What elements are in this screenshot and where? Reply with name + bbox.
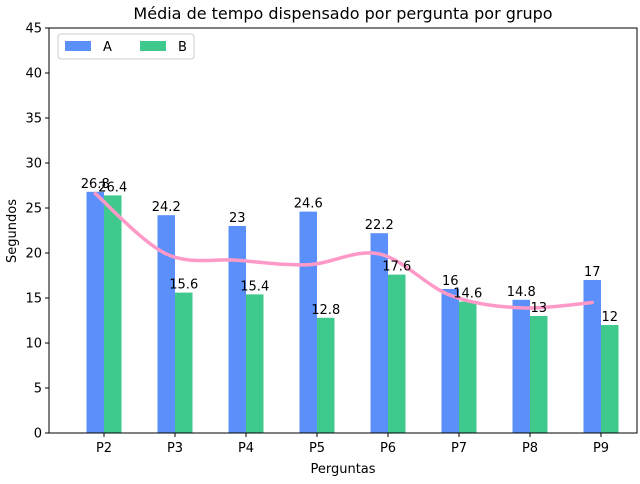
- legend-swatch-b: [140, 41, 166, 51]
- y-tick-label: 15: [25, 292, 42, 307]
- bar-b-p2: [104, 195, 122, 433]
- data-label-a: 26.8: [81, 177, 110, 192]
- x-axis-label: Perguntas: [310, 462, 375, 477]
- bar-a-p7: [441, 289, 459, 433]
- x-tick-label-p3: P3: [167, 441, 183, 456]
- y-axis-label: Segundos: [5, 199, 20, 263]
- y-tick-label: 25: [25, 202, 42, 217]
- bar-a-p4: [228, 226, 246, 433]
- data-label-b: 15.6: [169, 278, 198, 293]
- legend-frame: [57, 33, 195, 60]
- bar-b-p5: [317, 317, 335, 433]
- data-label-a: 17: [584, 265, 601, 280]
- data-label-a: 14.8: [507, 285, 536, 300]
- chart-title: Média de tempo dispensado por pergunta p…: [133, 4, 552, 23]
- y-tick-label: 30: [25, 157, 42, 172]
- bar-b-p6: [388, 274, 406, 433]
- bar-a-p2: [86, 191, 104, 433]
- data-label-b: 12: [601, 310, 618, 325]
- y-tick-label: 0: [34, 427, 42, 442]
- y-tick-label: 10: [25, 337, 42, 352]
- bar-a-p5: [299, 211, 317, 433]
- x-tick-label-p4: P4: [238, 441, 254, 456]
- y-tick-label: 40: [25, 67, 42, 82]
- x-tick-label-p5: P5: [309, 441, 325, 456]
- data-label-b: 14.6: [453, 287, 482, 302]
- bar-b-p4: [246, 294, 264, 433]
- bar-a-p8: [512, 299, 530, 433]
- x-tick-label-p8: P8: [522, 441, 538, 456]
- data-label-a: 24.6: [294, 197, 323, 212]
- plot-area-frame: [48, 27, 638, 434]
- data-label-a: 23: [229, 211, 246, 226]
- data-label-b: 15.4: [240, 279, 269, 294]
- data-label-a: 22.2: [365, 218, 394, 233]
- legend-label-a: A: [103, 40, 112, 55]
- x-tick-label-p6: P6: [380, 441, 396, 456]
- legend-label-b: B: [178, 40, 187, 55]
- bar-b-p3: [175, 292, 193, 433]
- data-label-b: 13: [530, 301, 547, 316]
- bar-b-p7: [459, 301, 477, 433]
- y-tick-label: 35: [25, 112, 42, 127]
- bar-a-p6: [370, 233, 388, 433]
- data-label-b: 17.6: [382, 260, 411, 275]
- data-label-b: 12.8: [311, 303, 340, 318]
- y-tick-label: 5: [34, 382, 42, 397]
- legend-swatch-a: [65, 41, 91, 51]
- x-tick-label-p7: P7: [451, 441, 467, 456]
- y-tick-label: 45: [25, 22, 42, 37]
- y-tick-label: 20: [25, 247, 42, 262]
- data-label-a: 24.2: [152, 200, 181, 215]
- data-label-a: 16: [442, 274, 459, 289]
- bar-a-p3: [157, 215, 175, 433]
- bar-b-p9: [601, 325, 619, 433]
- bar-a-p9: [583, 280, 601, 433]
- bar-b-p8: [530, 316, 548, 433]
- data-label-b: 26.4: [98, 180, 127, 195]
- average-line: [93, 191, 594, 310]
- legend: A B: [57, 33, 195, 60]
- x-tick-label-p9: P9: [593, 441, 609, 456]
- x-tick-label-p2: P2: [96, 441, 112, 456]
